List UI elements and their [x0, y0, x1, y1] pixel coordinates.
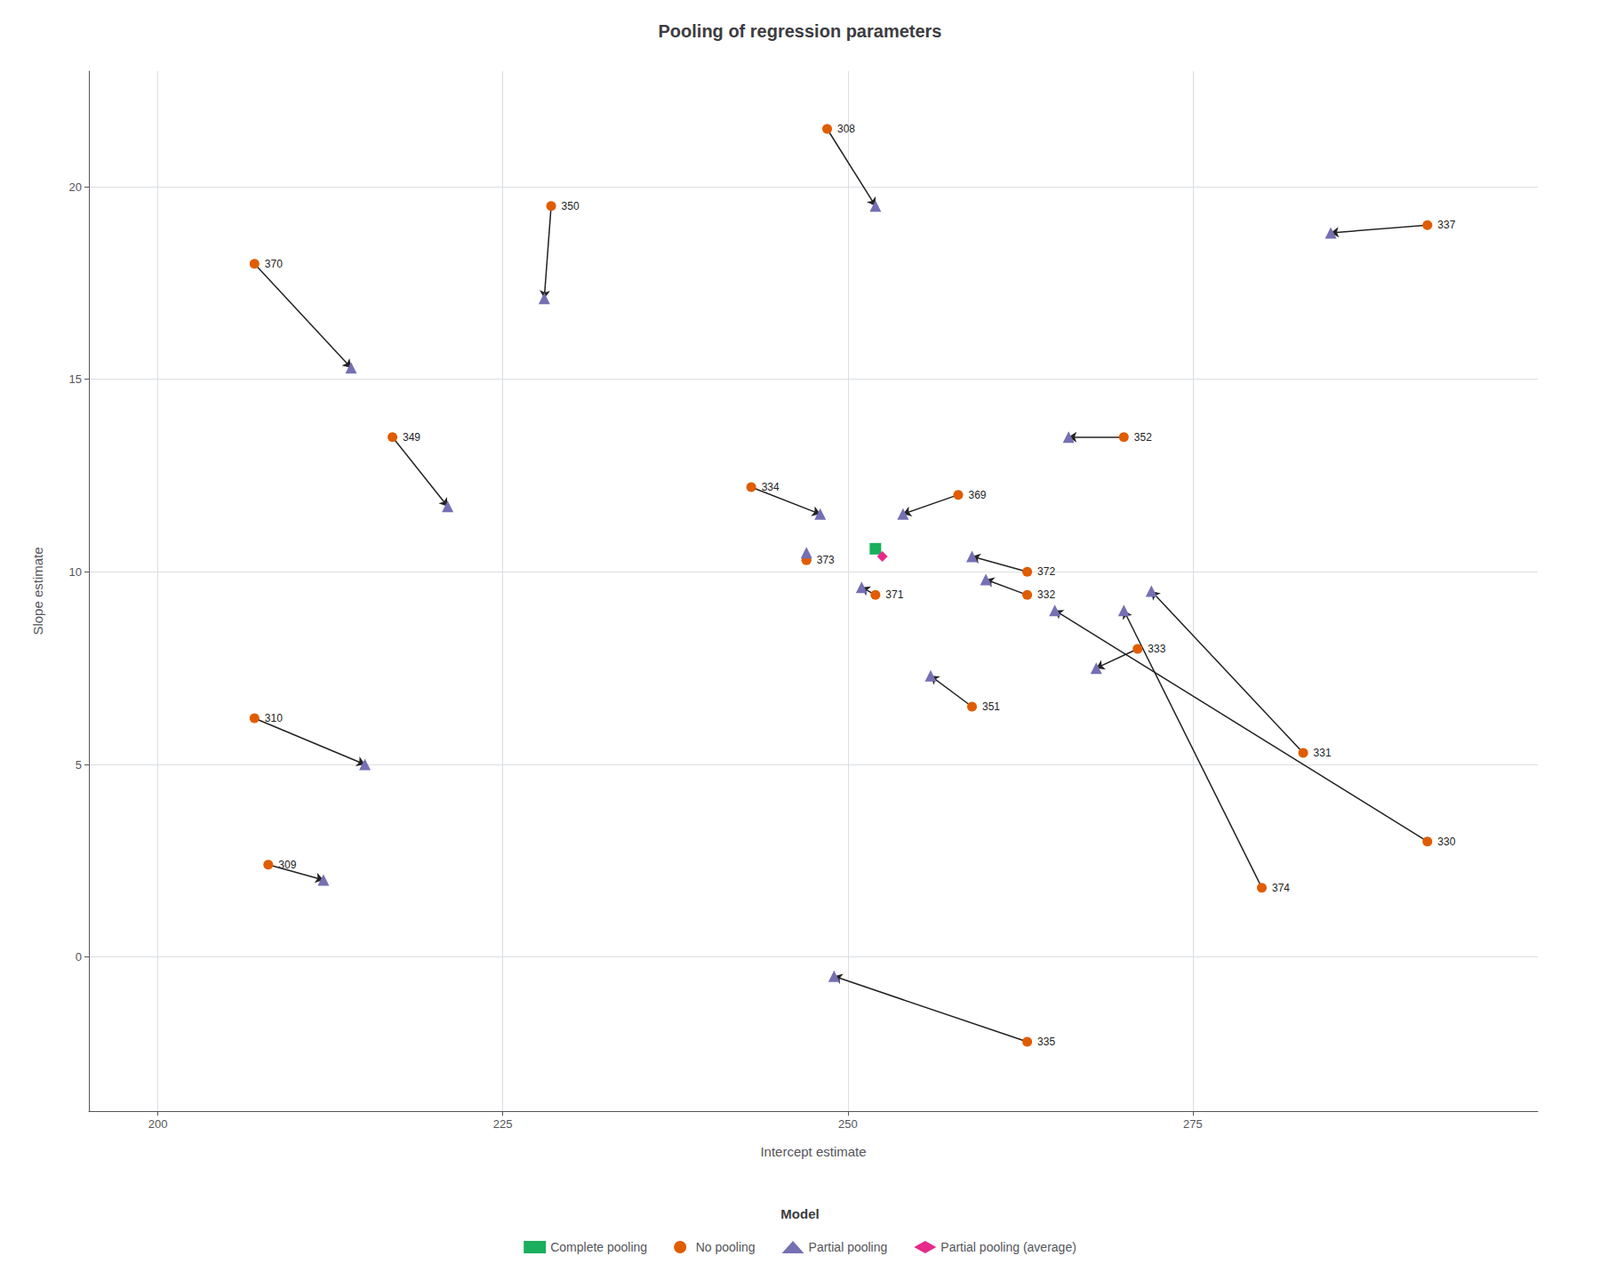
svg-text:349: 349: [402, 431, 421, 444]
svg-text:Model: Model: [780, 1206, 819, 1222]
svg-text:332: 332: [1037, 588, 1056, 601]
svg-text:350: 350: [561, 200, 580, 213]
svg-text:15: 15: [69, 372, 82, 386]
svg-text:20: 20: [69, 180, 82, 194]
svg-text:333: 333: [1147, 642, 1166, 656]
svg-text:371: 371: [885, 588, 904, 601]
svg-text:250: 250: [838, 1117, 858, 1131]
svg-text:Partial pooling: Partial pooling: [808, 1240, 888, 1255]
svg-text:310: 310: [264, 712, 283, 725]
svg-text:225: 225: [493, 1117, 513, 1131]
svg-text:352: 352: [1134, 431, 1152, 444]
svg-text:275: 275: [1183, 1117, 1203, 1131]
svg-text:335: 335: [1037, 1035, 1056, 1048]
svg-text:374: 374: [1272, 881, 1290, 895]
svg-text:373: 373: [816, 553, 835, 567]
svg-text:No pooling: No pooling: [696, 1240, 756, 1255]
svg-text:308: 308: [837, 122, 856, 136]
svg-text:369: 369: [968, 488, 987, 502]
svg-text:200: 200: [148, 1117, 168, 1131]
svg-text:372: 372: [1037, 565, 1056, 578]
svg-text:Partial pooling (average): Partial pooling (average): [940, 1240, 1077, 1255]
svg-text:Pooling of regression paramete: Pooling of regression parameters: [658, 21, 943, 41]
svg-text:334: 334: [761, 480, 780, 494]
svg-text:337: 337: [1437, 218, 1456, 232]
svg-text:Complete pooling: Complete pooling: [550, 1240, 648, 1255]
svg-text:Slope estimate: Slope estimate: [30, 546, 46, 635]
svg-text:Intercept estimate: Intercept estimate: [760, 1144, 866, 1160]
svg-text:0: 0: [75, 950, 82, 964]
svg-text:5: 5: [75, 758, 82, 772]
svg-text:309: 309: [278, 858, 296, 872]
svg-text:10: 10: [69, 565, 82, 579]
svg-text:331: 331: [1313, 746, 1332, 760]
svg-text:351: 351: [982, 700, 1000, 713]
svg-text:330: 330: [1437, 835, 1456, 848]
svg-text:370: 370: [264, 257, 283, 271]
